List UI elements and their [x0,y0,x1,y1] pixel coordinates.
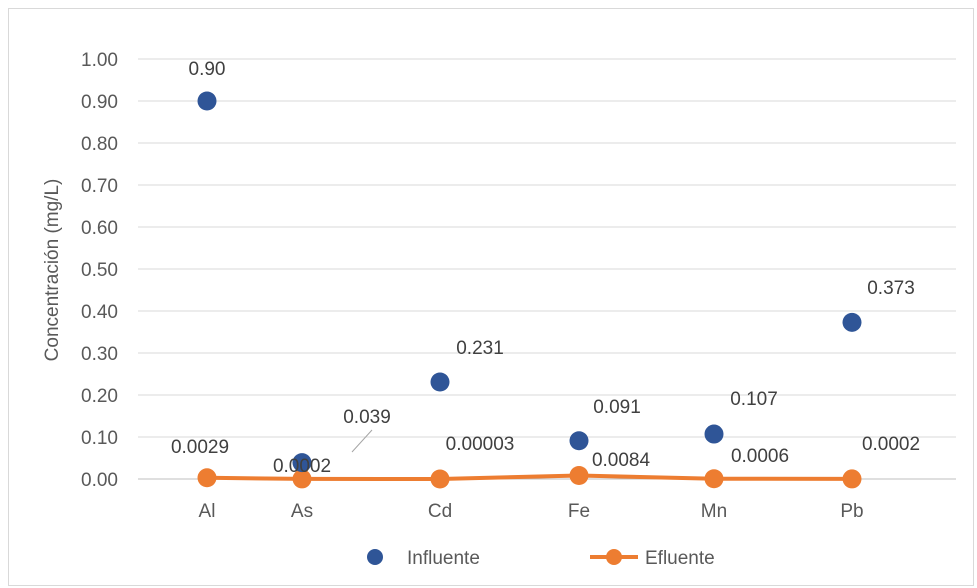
y-tick-label: 0.10 [81,428,118,449]
leader-line [352,430,372,452]
y-tick-label: 0.90 [81,92,118,113]
y-tick-label: 1.00 [81,50,118,71]
influente-data-label: 0.373 [867,278,915,299]
influente-data-label: 0.231 [456,338,504,359]
legend: Influente Efluente [367,548,715,569]
influente-data-label: 0.091 [593,397,641,418]
legend-marker-influente [367,549,383,565]
efluente-point [705,469,724,488]
influente-point [843,313,862,332]
legend-label-influente: Influente [407,548,480,569]
x-tick-label: Cd [428,501,452,522]
data-labels: 0.90 0.231 0.091 0.107 0.373 0.039 0.0029 0.000… [171,59,920,477]
y-tick-label: 0.40 [81,302,118,323]
x-tick-label: Al [199,501,216,522]
y-tick-label: 0.80 [81,134,118,155]
efluente-point [198,468,217,487]
x-tick-label: As [291,501,313,522]
y-axis-title: Concentración (mg/L) [42,179,63,362]
efluente-data-label: 0.0002 [273,456,331,477]
y-tick-label: 0.20 [81,386,118,407]
x-tick-label: Mn [701,501,727,522]
efluente-point [570,466,589,485]
x-tick-label: Pb [840,501,863,522]
efluente-point [431,469,450,488]
legend-label-efluente: Efluente [645,548,715,569]
y-tick-label: 0.50 [81,260,118,281]
efluente-data-label: 0.0006 [731,446,789,467]
efluente-data-label: 0.0002 [862,434,920,455]
gridlines [138,59,956,437]
efluente-point [843,469,862,488]
influente-data-label: 0.90 [189,59,226,80]
influente-point [705,425,724,444]
influente-data-label: 0.107 [730,389,778,410]
influente-point [198,92,217,111]
efluente-data-label: 0.0029 [171,437,229,458]
series [198,92,862,489]
influente-point [570,431,589,450]
y-tick-label: 0.70 [81,176,118,197]
x-tick-label: Fe [568,501,590,522]
legend-marker-efluente [606,549,622,565]
efluente-data-label: 0.0084 [592,450,651,471]
influente-point [431,372,450,391]
y-tick-label: 0.30 [81,344,118,365]
y-tick-label: 0.60 [81,218,118,239]
efluente-data-label: 0.00003 [446,434,515,455]
y-tick-label: 0.00 [81,470,118,491]
influente-data-label: 0.039 [343,407,391,428]
